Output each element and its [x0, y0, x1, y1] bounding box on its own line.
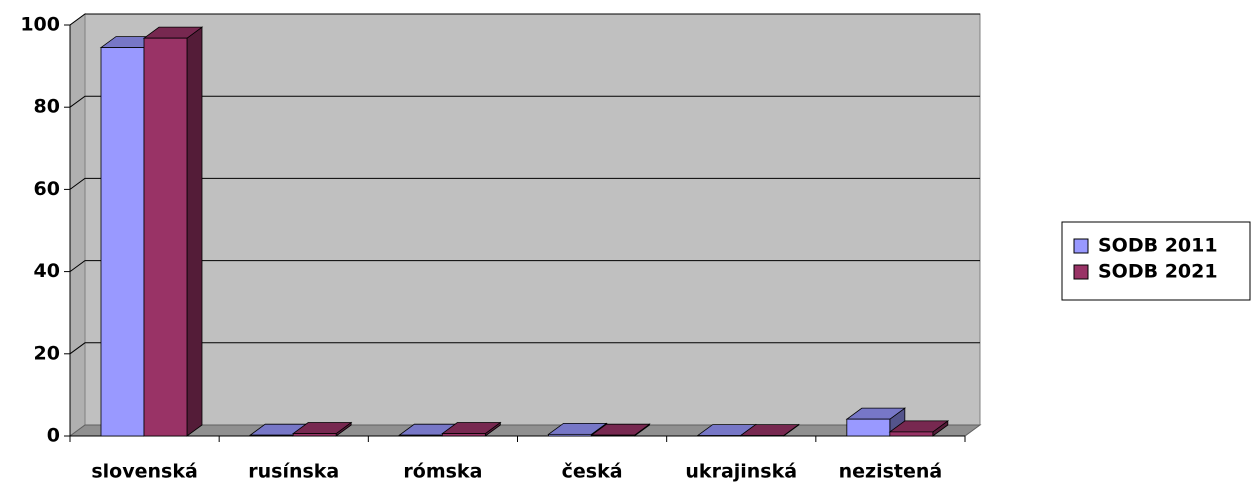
x-tick-label: rómska — [403, 461, 482, 483]
y-tick-label: 60 — [34, 178, 60, 200]
y-tick-label: 20 — [34, 342, 60, 364]
bar — [847, 419, 890, 436]
y-tick-label: 80 — [34, 96, 60, 118]
floor — [70, 425, 980, 436]
bar-side — [187, 27, 202, 436]
back-wall — [85, 14, 980, 425]
bar — [101, 48, 144, 436]
legend-label: SODB 2021 — [1098, 261, 1218, 283]
bar — [144, 38, 187, 436]
y-tick-label: 40 — [34, 260, 60, 282]
side-wall — [70, 14, 85, 436]
bar — [549, 434, 592, 436]
bar — [293, 434, 336, 436]
legend-swatch — [1074, 239, 1088, 253]
legend-swatch — [1074, 265, 1088, 279]
y-tick-label: 100 — [20, 14, 60, 36]
x-tick-label: rusínska — [248, 461, 339, 483]
x-tick-label: ukrajinská — [685, 461, 797, 483]
bar — [592, 435, 635, 436]
x-tick-label: česká — [562, 461, 623, 483]
bar — [890, 432, 933, 436]
bar — [399, 435, 442, 436]
bar — [442, 434, 485, 436]
x-tick-label: slovenská — [91, 461, 197, 483]
y-tick-label: 0 — [47, 425, 60, 447]
x-tick-label: nezistená — [839, 461, 943, 483]
legend-label: SODB 2011 — [1098, 235, 1218, 257]
bar — [250, 435, 293, 436]
